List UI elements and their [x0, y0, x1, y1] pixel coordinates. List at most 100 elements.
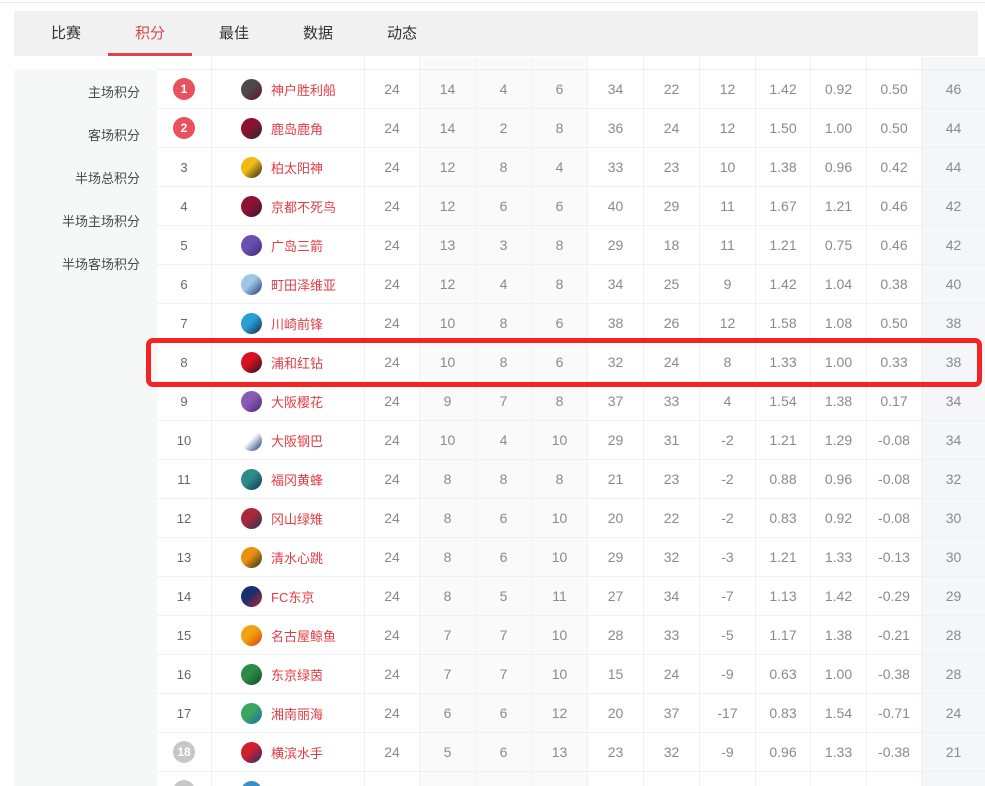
table-row[interactable]: 6 町田泽维亚 24 12 4 8 34 25 9 1.42 1.04 0.38…	[157, 265, 985, 304]
cell-avg-goals-against: 0.92	[811, 70, 867, 108]
team-name-link[interactable]: 福冈黄蜂	[271, 472, 324, 488]
team-logo-icon	[241, 429, 262, 451]
team-name-link[interactable]: 柏太阳神	[271, 160, 324, 176]
team-cell[interactable]: 京都不死鸟	[212, 187, 365, 225]
team-name-link[interactable]: 鹿岛鹿角	[271, 121, 324, 137]
team-cell[interactable]: 湘南丽海	[212, 694, 365, 732]
team-name-link[interactable]: 湘南丽海	[271, 706, 324, 722]
team-name-link[interactable]: 京都不死鸟	[271, 199, 337, 215]
cell-played: 24	[365, 265, 420, 303]
cell-avg-goals-for: 1.17	[756, 616, 811, 654]
team-name-link[interactable]: 东京绿茵	[271, 667, 324, 683]
tab-best[interactable]: 最佳	[218, 25, 249, 42]
team-cell[interactable]: 名古屋鲸鱼	[212, 616, 365, 654]
team-cell[interactable]: 广岛三箭	[212, 226, 365, 264]
table-row[interactable]: 17 湘南丽海 24 6 6 12 20 37 -17 0.83 1.54 -0…	[157, 694, 985, 733]
team-name-link[interactable]: 横滨水手	[271, 745, 324, 761]
team-cell[interactable]: 横滨水手	[212, 733, 365, 771]
team-logo-icon	[241, 585, 262, 607]
team-name-link[interactable]: 町田泽维亚	[271, 277, 337, 293]
team-name-link[interactable]: 名古屋鲸鱼	[271, 628, 337, 644]
cell-avg-goals-against: 1.33	[811, 733, 867, 771]
table-row[interactable]: 2 鹿岛鹿角 24 14 2 8 36 24 12 1.50 1.00 0.50…	[157, 109, 985, 148]
cell-avg-goal-diff: -0.29	[867, 577, 922, 615]
table-row[interactable]: 1 神户胜利船 24 14 4 6 34 22 12 1.42 0.92 0.5…	[157, 70, 985, 109]
cell-avg-goals-for: 0.83	[756, 694, 811, 732]
table-row[interactable]: 14 FC东京 24 8 5 11 27 34 -7 1.13 1.42 -0.…	[157, 577, 985, 616]
cell-goal-diff	[700, 772, 756, 786]
table-row[interactable]: 11 福冈黄蜂 24 8 8 8 21 23 -2 0.88 0.96 -0.0…	[157, 460, 985, 499]
tab-bar: 比赛 积分 最佳 数据 动态	[14, 11, 978, 56]
team-cell[interactable]: 大阪钢巴	[212, 421, 365, 459]
team-name-link[interactable]: 神户胜利船	[271, 82, 337, 98]
sidebar-item-away-points[interactable]: 客场积分	[87, 128, 140, 143]
team-name-link[interactable]: 浦和红钻	[271, 355, 324, 371]
cell-avg-goals-for: 1.38	[756, 148, 811, 186]
team-name-link[interactable]: 大阪钢巴	[271, 433, 324, 449]
table-row[interactable]: 7 川崎前锋 24 10 8 6 38 26 12 1.58 1.08 0.50…	[157, 304, 985, 343]
table-row[interactable]: 18 横滨水手 24 5 6 13 23 32 -9 0.96 1.33 -0.…	[157, 733, 985, 772]
cell-losses: 8	[532, 265, 588, 303]
team-name-link[interactable]: 大阪樱花	[271, 394, 324, 410]
cell-wins: 14	[420, 109, 476, 147]
cell-draws: 7	[476, 655, 532, 693]
table-row[interactable]	[157, 772, 985, 786]
cell-played: 24	[365, 187, 420, 225]
team-cell[interactable]: 清水心跳	[212, 538, 365, 576]
team-cell[interactable]: 东京绿茵	[212, 655, 365, 693]
cell-played: 24	[365, 733, 420, 771]
rank-cell: 2	[157, 109, 212, 147]
team-logo-icon	[241, 156, 262, 178]
rank-cell: 13	[157, 538, 212, 576]
team-cell[interactable]: 大阪樱花	[212, 382, 365, 420]
cell-wins: 12	[420, 187, 476, 225]
team-cell[interactable]: FC东京	[212, 577, 365, 615]
sidebar-item-home-points[interactable]: 主场积分	[87, 85, 140, 100]
cell-wins: 6	[420, 694, 476, 732]
table-row[interactable]: 10 大阪钢巴 24 10 4 10 29 31 -2 1.21 1.29 -0…	[157, 421, 985, 460]
team-name-link[interactable]: 广岛三箭	[271, 238, 324, 254]
sidebar-item-halftime-home-points[interactable]: 半场主场积分	[61, 214, 140, 229]
sidebar-item-halftime-away-points[interactable]: 半场客场积分	[61, 257, 140, 272]
table-row[interactable]: 8 浦和红钻 24 10 8 6 32 24 8 1.33 1.00 0.33 …	[157, 343, 985, 382]
cell-avg-goals-against: 1.00	[811, 109, 867, 147]
sidebar-item-halftime-total-points[interactable]: 半场总积分	[74, 171, 140, 186]
cell-avg-goal-diff: 0.50	[867, 70, 922, 108]
tab-matches[interactable]: 比赛	[50, 25, 81, 42]
team-cell[interactable]: 福冈黄蜂	[212, 460, 365, 498]
table-row[interactable]: 5 广岛三箭 24 13 3 8 29 18 11 1.21 0.75 0.46…	[157, 226, 985, 265]
tab-news[interactable]: 动态	[386, 25, 417, 42]
cell-wins: 8	[420, 577, 476, 615]
team-cell[interactable]: 川崎前锋	[212, 304, 365, 342]
team-name-link[interactable]: 冈山绿雉	[271, 511, 324, 527]
team-cell[interactable]: 神户胜利船	[212, 70, 365, 108]
team-name-link[interactable]: FC东京	[271, 589, 315, 605]
team-logo-icon	[241, 624, 262, 646]
cell-draws: 6	[476, 499, 532, 537]
table-row[interactable]: 9 大阪樱花 24 9 7 8 37 33 4 1.54 1.38 0.17 3…	[157, 382, 985, 421]
team-cell[interactable]: 町田泽维亚	[212, 265, 365, 303]
cell-points: 42	[922, 226, 985, 264]
table-row[interactable]: 16 东京绿茵 24 7 7 10 15 24 -9 0.63 1.00 -0.…	[157, 655, 985, 694]
team-cell[interactable]: 鹿岛鹿角	[212, 109, 365, 147]
table-row[interactable]: 15 名古屋鲸鱼 24 7 7 10 28 33 -5 1.17 1.38 -0…	[157, 616, 985, 655]
team-cell[interactable]: 冈山绿雉	[212, 499, 365, 537]
cell-avg-goal-diff: -0.08	[867, 460, 922, 498]
cell-goals-for: 34	[588, 265, 644, 303]
cell-points: 30	[922, 538, 985, 576]
table-row[interactable]: 4 京都不死鸟 24 12 6 6 40 29 11 1.67 1.21 0.4…	[157, 187, 985, 226]
tab-standings[interactable]: 积分	[108, 11, 192, 56]
cell-goals-against: 22	[644, 70, 700, 108]
team-cell[interactable]: 浦和红钻	[212, 343, 365, 381]
table-row[interactable]: 13 清水心跳 24 8 6 10 29 32 -3 1.21 1.33 -0.…	[157, 538, 985, 577]
team-name-link[interactable]: 清水心跳	[271, 550, 324, 566]
team-cell[interactable]	[212, 772, 365, 786]
table-row[interactable]: 3 柏太阳神 24 12 8 4 33 23 10 1.38 0.96 0.42…	[157, 148, 985, 187]
team-cell[interactable]: 柏太阳神	[212, 148, 365, 186]
table-row[interactable]: 12 冈山绿雉 24 8 6 10 20 22 -2 0.83 0.92 -0.…	[157, 499, 985, 538]
cell-played: 24	[365, 694, 420, 732]
tab-stats[interactable]: 数据	[302, 25, 333, 42]
team-name-link[interactable]: 川崎前锋	[271, 316, 324, 332]
cell-goals-against	[644, 772, 700, 786]
cell-avg-goals-for: 1.42	[756, 265, 811, 303]
